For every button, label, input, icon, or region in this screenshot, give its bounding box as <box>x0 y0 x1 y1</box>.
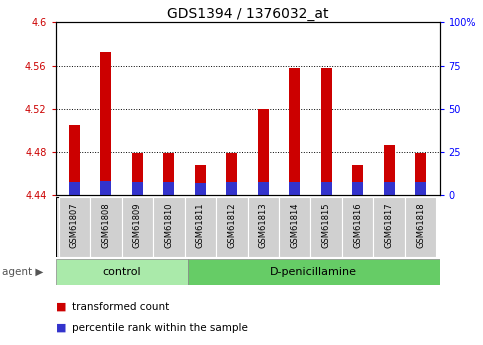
Bar <box>258 109 269 195</box>
Bar <box>153 197 185 257</box>
Bar <box>59 197 90 257</box>
Text: GSM61815: GSM61815 <box>322 203 331 248</box>
Bar <box>248 197 279 257</box>
Bar <box>132 153 143 195</box>
Text: GSM61807: GSM61807 <box>70 203 79 248</box>
Text: agent ▶: agent ▶ <box>2 267 44 277</box>
Bar <box>311 197 342 257</box>
Text: percentile rank within the sample: percentile rank within the sample <box>72 323 248 333</box>
Text: ■: ■ <box>56 323 66 333</box>
Bar <box>163 153 174 195</box>
Text: GSM61818: GSM61818 <box>416 203 425 248</box>
Text: GSM61817: GSM61817 <box>384 203 394 248</box>
Bar <box>56 259 188 285</box>
Bar <box>163 182 174 195</box>
Bar <box>195 183 206 195</box>
Text: GSM61808: GSM61808 <box>101 203 111 248</box>
Bar <box>69 182 80 195</box>
Bar <box>227 153 237 195</box>
Bar <box>352 182 363 195</box>
Bar <box>279 197 311 257</box>
Text: ■: ■ <box>56 302 66 312</box>
Bar <box>289 182 300 195</box>
Text: GSM61809: GSM61809 <box>133 203 142 248</box>
Bar <box>69 125 80 195</box>
Bar <box>90 197 122 257</box>
Bar <box>289 68 300 195</box>
Bar <box>373 197 405 257</box>
Bar <box>258 182 269 195</box>
Text: GSM61812: GSM61812 <box>227 203 236 248</box>
Text: D-penicillamine: D-penicillamine <box>270 267 357 277</box>
Bar <box>188 259 440 285</box>
Bar <box>384 145 395 195</box>
Text: GSM61814: GSM61814 <box>290 203 299 248</box>
Bar <box>321 68 332 195</box>
Bar <box>185 197 216 257</box>
Text: GSM61816: GSM61816 <box>353 203 362 248</box>
Bar <box>195 165 206 195</box>
Bar <box>384 182 395 195</box>
Bar <box>100 181 112 195</box>
Bar <box>415 153 426 195</box>
Bar <box>415 182 426 195</box>
Bar <box>405 197 436 257</box>
Text: control: control <box>102 267 141 277</box>
Bar <box>216 197 248 257</box>
Text: GSM61811: GSM61811 <box>196 203 205 248</box>
Bar <box>352 165 363 195</box>
Bar <box>227 182 237 195</box>
Bar <box>100 51 112 195</box>
Bar <box>321 182 332 195</box>
Title: GDS1394 / 1376032_at: GDS1394 / 1376032_at <box>167 7 328 21</box>
Bar <box>132 182 143 195</box>
Text: GSM61813: GSM61813 <box>259 203 268 248</box>
Text: transformed count: transformed count <box>72 302 170 312</box>
Bar <box>122 197 153 257</box>
Text: GSM61810: GSM61810 <box>164 203 173 248</box>
Bar <box>342 197 373 257</box>
